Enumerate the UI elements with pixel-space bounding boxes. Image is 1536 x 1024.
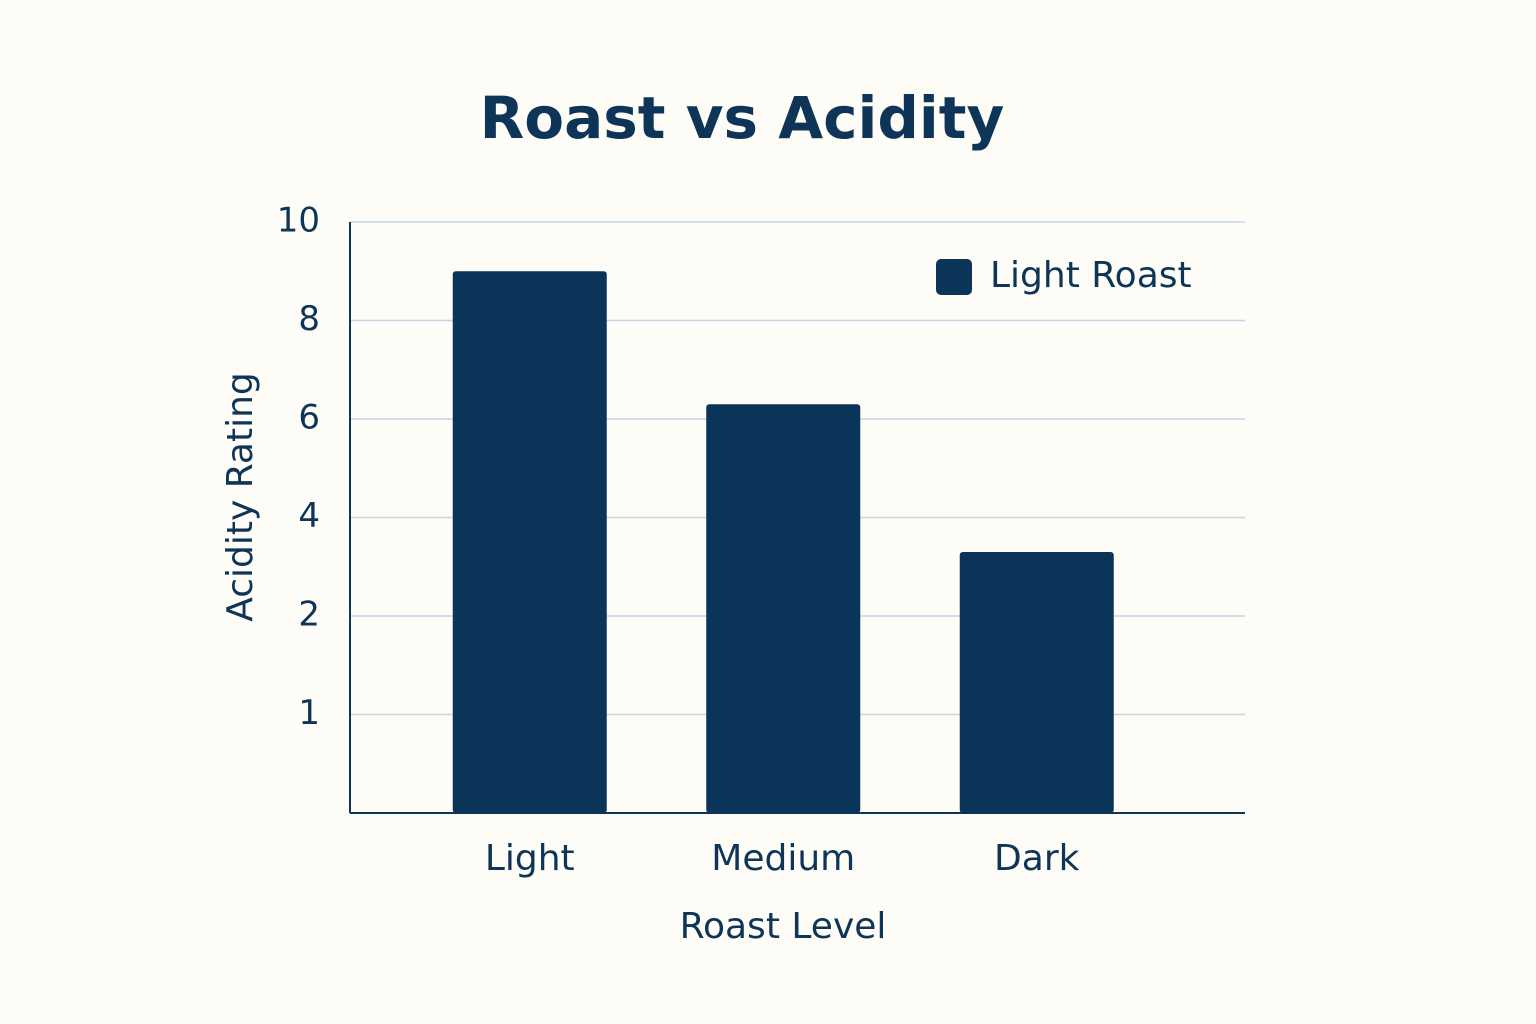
y-axis-label: Acidity Rating	[220, 372, 261, 622]
chart-title: Roast vs Acidity	[480, 84, 1005, 152]
y-tick-label: 10	[277, 201, 320, 241]
bar	[452, 271, 607, 813]
x-axis-label: Roast Level	[680, 906, 887, 947]
y-tick-label: 8	[298, 299, 320, 339]
y-tick-label: 2	[298, 595, 320, 635]
x-tick-label: Dark	[994, 838, 1080, 879]
legend-swatch	[936, 259, 972, 295]
bar	[706, 404, 861, 813]
y-tick-label: 6	[298, 398, 320, 438]
legend-label: Light Roast	[990, 255, 1192, 296]
x-tick-label: Light	[485, 838, 575, 879]
y-tick-label: 4	[298, 496, 320, 536]
y-tick-label: 1	[298, 693, 320, 733]
bar	[959, 551, 1114, 813]
x-tick-label: Medium	[711, 838, 855, 879]
